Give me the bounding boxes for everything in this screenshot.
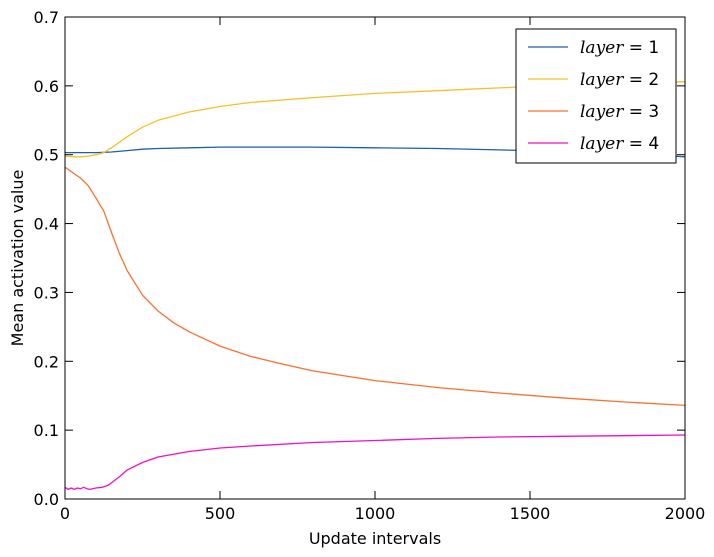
y-tick-label: 0.1 (34, 421, 59, 440)
x-axis-title: Update intervals (309, 529, 441, 548)
axis-ticks (64, 16, 686, 500)
y-tick-label: 0.0 (34, 490, 59, 509)
plot-area (64, 81, 686, 491)
x-tick-label: 1000 (355, 504, 396, 523)
y-tick-label: 0.7 (34, 8, 59, 27)
x-tick-label: 500 (205, 504, 236, 523)
y-tick-labels: 0.0 0.1 0.2 0.3 0.4 0.5 0.6 0.7 (34, 8, 59, 509)
legend: layer = 1 layer = 2 layer = 3 layer = 4 (515, 28, 677, 164)
legend-box (515, 28, 677, 164)
legend-label-layer-4: layer = 4 (580, 134, 659, 154)
x-tick-label: 2000 (665, 504, 706, 523)
series-line-layer-2 (64, 81, 686, 158)
x-tick-labels: 0 500 1000 1500 2000 (60, 504, 705, 523)
x-tick-label: 0 (60, 504, 70, 523)
y-tick-label: 0.5 (34, 146, 59, 165)
y-tick-label: 0.3 (34, 283, 59, 302)
y-tick-label: 0.6 (34, 77, 59, 96)
x-tick-label: 1500 (510, 504, 551, 523)
legend-label-layer-2: layer = 2 (580, 70, 659, 90)
y-tick-label: 0.2 (34, 352, 59, 371)
series-line-layer-1 (65, 146, 686, 158)
y-axis-title: Mean activation value (8, 170, 27, 347)
legend-label-layer-1: layer = 1 (580, 38, 659, 58)
series-line-layer-3 (64, 166, 686, 407)
series-line-layer-4 (64, 434, 686, 491)
legend-label-layer-3: layer = 3 (580, 102, 659, 122)
y-tick-label: 0.4 (34, 215, 59, 234)
